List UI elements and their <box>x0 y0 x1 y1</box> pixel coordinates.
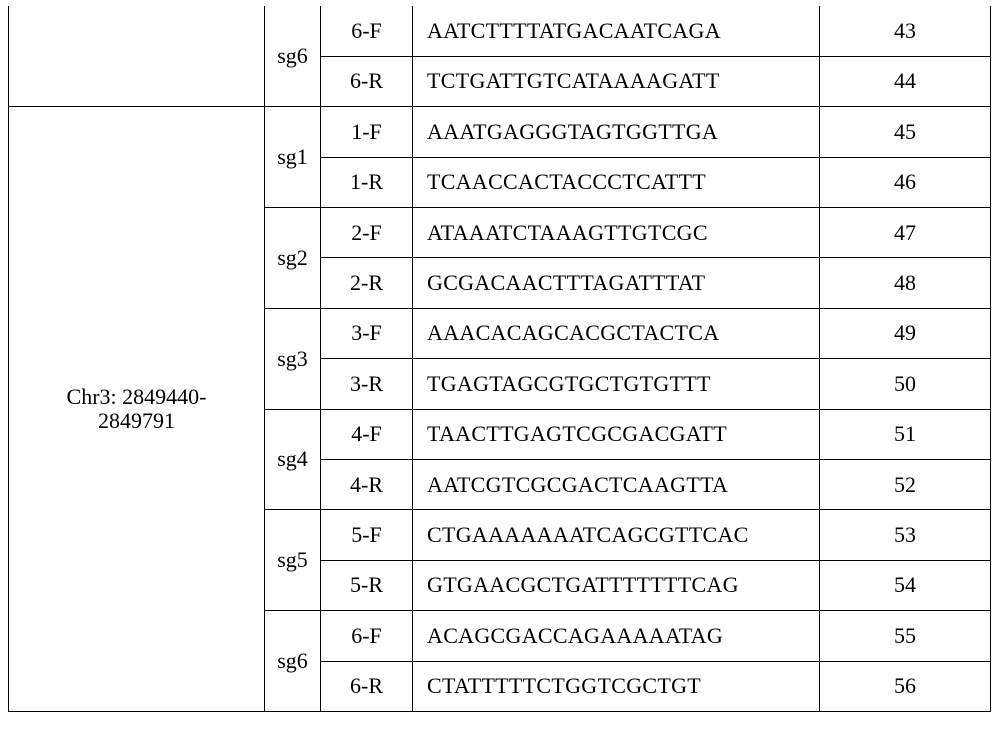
sequence-id: 53 <box>820 510 991 560</box>
primer-name: 2-F <box>321 208 413 258</box>
sequence-id: 43 <box>820 6 991 56</box>
region-text: 2849791 <box>9 409 264 433</box>
sequence-id: 55 <box>820 611 991 661</box>
sequence-id: 45 <box>820 107 991 157</box>
sgrna-label: sg3 <box>265 308 321 409</box>
primer-sequence: CTGAAAAAAATCAGCGTTCAC <box>413 510 820 560</box>
sequence-id: 49 <box>820 308 991 358</box>
primer-name: 4-F <box>321 409 413 459</box>
primer-sequence: AAACACAGCACGCTACTCA <box>413 308 820 358</box>
primer-sequence: AATCGTCGCGACTCAAGTTA <box>413 460 820 510</box>
primer-name: 6-F <box>321 611 413 661</box>
primer-name: 5-R <box>321 560 413 610</box>
sequence-id: 50 <box>820 359 991 409</box>
sgrna-label: sg6 <box>265 611 321 712</box>
primer-name: 5-F <box>321 510 413 560</box>
sequence-id: 52 <box>820 460 991 510</box>
primer-name: 4-R <box>321 460 413 510</box>
region-cell: Chr3: 2849440-2849791 <box>9 107 265 712</box>
table-row: Chr3: 2849440-2849791sg11-FAAATGAGGGTAGT… <box>9 107 991 157</box>
primer-name: 6-R <box>321 56 413 106</box>
primer-sequence: GTGAACGCTGATTTTTTTCAG <box>413 560 820 610</box>
sgrna-label: sg4 <box>265 409 321 510</box>
primer-sequence: ACAGCGACCAGAAAAATAG <box>413 611 820 661</box>
primer-sequence: TCTGATTGTCATAAAAGATT <box>413 56 820 106</box>
primer-name: 2-R <box>321 258 413 308</box>
primer-table: sg66-FAATCTTTTATGACAATCAGA436-RTCTGATTGT… <box>8 6 991 712</box>
primer-name: 3-R <box>321 359 413 409</box>
sequence-id: 47 <box>820 208 991 258</box>
sgrna-label: sg5 <box>265 510 321 611</box>
sequence-id: 56 <box>820 661 991 711</box>
primer-sequence: TCAACCACTACCCTCATTT <box>413 157 820 207</box>
primer-sequence: GCGACAACTTTAGATTTAT <box>413 258 820 308</box>
primer-sequence: AAATGAGGGTAGTGGTTGA <box>413 107 820 157</box>
sequence-id: 51 <box>820 409 991 459</box>
sgrna-label: sg6 <box>265 6 321 107</box>
primer-name: 6-R <box>321 661 413 711</box>
primer-sequence: TGAGTAGCGTGCTGTGTTT <box>413 359 820 409</box>
primer-sequence: TAACTTGAGTCGCGACGATT <box>413 409 820 459</box>
primer-name: 3-F <box>321 308 413 358</box>
primer-sequence: AATCTTTTATGACAATCAGA <box>413 6 820 56</box>
sequence-id: 46 <box>820 157 991 207</box>
primer-name: 1-R <box>321 157 413 207</box>
sgrna-label: sg2 <box>265 208 321 309</box>
region-cell <box>9 6 265 107</box>
sgrna-label: sg1 <box>265 107 321 208</box>
primer-name: 1-F <box>321 107 413 157</box>
sequence-id: 44 <box>820 56 991 106</box>
table-row: sg66-FAATCTTTTATGACAATCAGA43 <box>9 6 991 56</box>
sequence-id: 54 <box>820 560 991 610</box>
primer-sequence: ATAAATCTAAAGTTGTCGC <box>413 208 820 258</box>
primer-sequence: CTATTTTTCTGGTCGCTGT <box>413 661 820 711</box>
primer-name: 6-F <box>321 6 413 56</box>
region-text: Chr3: 2849440- <box>9 385 264 409</box>
sequence-id: 48 <box>820 258 991 308</box>
primer-table-body: sg66-FAATCTTTTATGACAATCAGA436-RTCTGATTGT… <box>9 6 991 711</box>
